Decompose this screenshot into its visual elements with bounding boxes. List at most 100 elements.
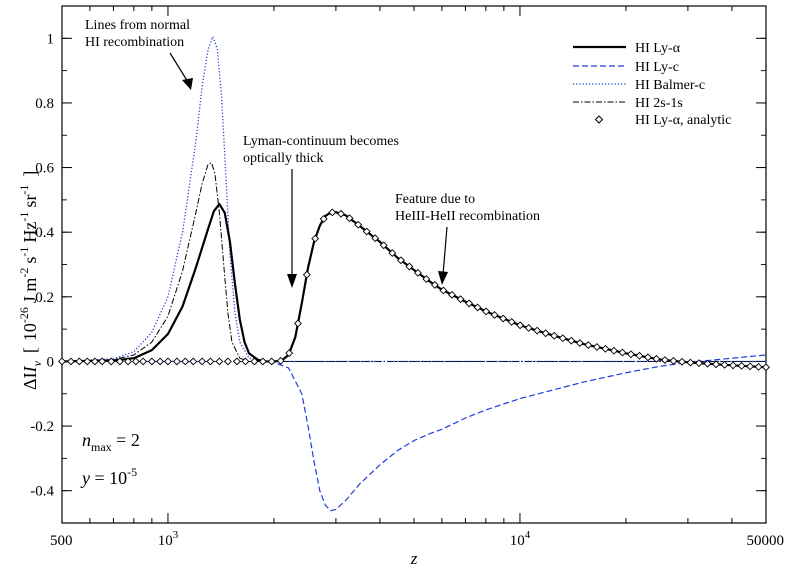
legend-label-ly-c: HI Ly-c — [635, 60, 679, 75]
analytic-marker — [413, 268, 422, 277]
analytic-marker — [198, 357, 207, 366]
analytic-marker — [181, 357, 190, 366]
analytic-marker — [396, 256, 405, 265]
analytic-marker — [189, 357, 198, 366]
analytic-marker — [250, 357, 259, 366]
analytic-marker — [156, 357, 165, 366]
analytic-marker — [131, 357, 140, 366]
series-line-solid — [61, 202, 767, 369]
y-tick-label: 1 — [47, 31, 55, 47]
analytic-marker — [439, 286, 448, 295]
y-tick-label: 0.2 — [35, 290, 54, 306]
series-line-dotted — [61, 36, 766, 363]
analytic-marker — [276, 356, 285, 365]
y-axis-label: ΔIIν[10-26J m-2s-1Hz-1sr-1] — [17, 171, 44, 390]
analytic-marker — [147, 357, 156, 366]
x-tick-label: 104 — [510, 529, 531, 549]
analytic-marker — [524, 324, 533, 332]
analytic-marker — [98, 357, 107, 366]
legend: HI Ly-α HI Ly-c HI Balmer-c HI 2s-1s HI … — [573, 41, 731, 128]
parameters: nmax = 2 y = 10-5 — [80, 430, 140, 488]
x-ticks: 500 103 104 50000 — [50, 6, 784, 549]
analytic-marker — [516, 321, 525, 330]
annotation-normal-recombination: Lines from normal HI recombination — [85, 18, 193, 90]
analytic-marker — [635, 351, 644, 360]
analytic-marker — [164, 357, 172, 366]
y-tick-label: 0.4 — [35, 225, 54, 241]
analytic-marker — [473, 303, 482, 312]
analytic-marker — [232, 357, 241, 366]
analytic-marker — [465, 299, 474, 308]
svg-text:Lines from normal: Lines from normal — [85, 18, 190, 33]
analytic-marker — [575, 339, 584, 347]
svg-text:HeIII-HeII recombination: HeIII-HeII recombination — [395, 209, 540, 224]
legend-label-balmer-c: HI Balmer-c — [635, 78, 705, 93]
analytic-marker — [172, 357, 181, 366]
analytic-marker — [490, 311, 499, 319]
analytic-marker — [75, 357, 84, 366]
analytic-marker — [362, 227, 371, 236]
analytic-marker — [550, 331, 559, 340]
x-axis-label: z — [410, 549, 418, 568]
analytic-marker — [258, 357, 267, 366]
legend-label-analytic: HI Ly-α, analytic — [635, 113, 731, 128]
analytic-marker — [652, 354, 661, 363]
analytic-marker — [669, 356, 678, 365]
analytic-marker — [58, 357, 66, 366]
analytic-marker — [720, 360, 729, 369]
analytic-marker — [293, 319, 302, 328]
analytic-marker — [124, 357, 132, 366]
analytic-marker — [729, 361, 738, 370]
legend-label-ly-alpha: HI Ly-α — [635, 41, 681, 56]
analytic-marker — [533, 326, 542, 335]
analytic-marker — [139, 357, 148, 366]
analytic-marker — [737, 361, 746, 370]
analytic-marker — [567, 336, 576, 345]
analytic-marker — [345, 214, 354, 223]
analytic-marker — [762, 363, 770, 372]
analytic-marker — [644, 353, 652, 362]
analytic-marker — [703, 359, 712, 368]
analytic-marker — [678, 357, 686, 366]
analytic-marker — [618, 348, 627, 357]
legend-swatch-analytic — [594, 115, 604, 124]
analytic-marker — [712, 360, 720, 369]
analytic-marker — [336, 209, 345, 218]
analytic-marker — [267, 357, 276, 366]
y-tick-label: -0.4 — [30, 484, 54, 500]
analytic-marker — [627, 350, 635, 359]
svg-text:ΔIIν[10-26J m-2s-1Hz-1sr-1]: ΔIIν[10-26J m-2s-1Hz-1sr-1] — [17, 171, 44, 390]
analytic-marker — [430, 280, 439, 289]
analytic-marker — [66, 357, 75, 366]
svg-text:nmax = 2: nmax = 2 — [82, 430, 140, 454]
analytic-marker — [285, 349, 294, 358]
analytic-marker — [422, 275, 431, 283]
analytic-marker — [584, 341, 593, 350]
analytic-marker — [319, 214, 328, 223]
analytic-marker — [558, 334, 567, 343]
y-tick-label: 0.8 — [35, 96, 54, 112]
analytic-marker — [241, 357, 250, 366]
analytic-marker — [754, 362, 763, 371]
analytic-marker — [609, 346, 618, 355]
svg-text:Lyman-continuum becomes: Lyman-continuum becomes — [243, 134, 399, 149]
analytic-marker — [90, 357, 99, 366]
y-tick-label: 0.6 — [35, 161, 54, 177]
analytic-marker — [388, 249, 397, 258]
analytic-marker — [107, 357, 116, 366]
analytic-marker — [686, 358, 695, 367]
analytic-marker — [482, 307, 490, 316]
x-tick-label: 50000 — [747, 533, 785, 549]
analytic-marker — [695, 359, 703, 368]
svg-text:optically thick: optically thick — [243, 151, 323, 166]
analytic-marker — [405, 262, 414, 271]
analytic-marker — [215, 357, 224, 366]
analytic-marker — [601, 344, 610, 353]
analytic-marker — [379, 241, 388, 250]
svg-text:y = 10-5: y = 10-5 — [80, 465, 137, 488]
analytic-marker — [354, 220, 363, 229]
analytic-marker — [661, 356, 669, 364]
analytic-markers — [58, 208, 770, 372]
analytic-marker — [302, 270, 311, 279]
